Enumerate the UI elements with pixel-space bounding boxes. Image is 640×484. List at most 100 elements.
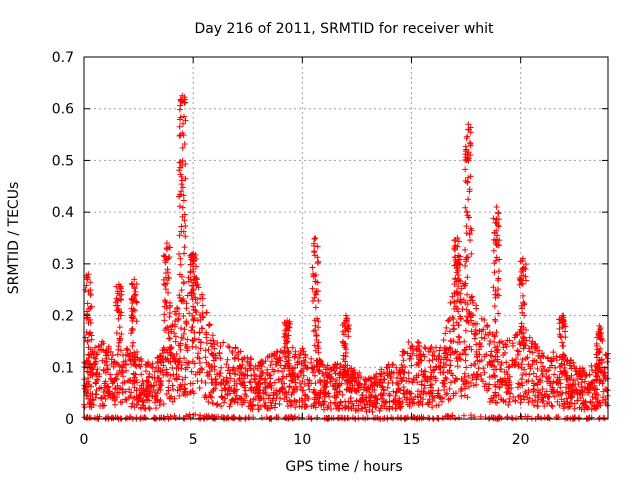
data-point bbox=[198, 291, 205, 298]
data-point bbox=[440, 337, 447, 344]
data-point bbox=[224, 356, 231, 363]
data-point bbox=[168, 328, 175, 335]
data-point bbox=[436, 347, 443, 354]
data-point bbox=[552, 364, 559, 371]
data-point bbox=[491, 303, 498, 310]
data-point bbox=[309, 298, 316, 305]
data-point bbox=[161, 317, 168, 324]
data-point bbox=[128, 327, 135, 334]
data-point bbox=[129, 325, 136, 332]
data-point bbox=[466, 139, 473, 146]
data-point bbox=[311, 372, 318, 379]
data-point bbox=[475, 365, 482, 372]
data-point bbox=[490, 247, 497, 254]
data-point bbox=[177, 261, 184, 268]
y-tick-label: 0.2 bbox=[52, 309, 74, 325]
data-point bbox=[189, 343, 196, 350]
data-point bbox=[522, 355, 529, 362]
data-point bbox=[247, 379, 254, 386]
data-point bbox=[487, 338, 494, 345]
data-point bbox=[400, 384, 407, 391]
data-point bbox=[468, 250, 475, 257]
y-tick-label: 0.3 bbox=[52, 257, 74, 273]
data-point bbox=[250, 366, 257, 373]
data-point bbox=[314, 259, 321, 266]
data-point bbox=[454, 297, 461, 304]
data-point bbox=[478, 334, 485, 341]
data-point bbox=[472, 326, 479, 333]
data-point bbox=[538, 415, 545, 422]
data-point bbox=[221, 385, 228, 392]
data-point bbox=[415, 340, 422, 347]
data-point bbox=[202, 354, 209, 361]
data-point bbox=[188, 368, 195, 375]
chart-title: Day 216 of 2011, SRMTID for receiver whi… bbox=[194, 21, 494, 37]
data-point bbox=[286, 383, 293, 390]
data-point bbox=[589, 393, 596, 400]
data-point bbox=[136, 385, 143, 392]
data-point bbox=[526, 371, 533, 378]
data-point bbox=[133, 414, 140, 421]
data-point bbox=[163, 390, 170, 397]
data-point bbox=[167, 344, 174, 351]
data-point bbox=[386, 392, 393, 399]
data-point bbox=[568, 394, 575, 401]
data-point bbox=[426, 415, 433, 422]
x-tick-label: 15 bbox=[403, 432, 421, 448]
data-point bbox=[170, 371, 177, 378]
data-point bbox=[562, 328, 569, 335]
data-point bbox=[456, 334, 463, 341]
data-point bbox=[129, 400, 136, 407]
data-point bbox=[343, 312, 349, 319]
data-point bbox=[498, 359, 505, 366]
data-point bbox=[519, 371, 526, 378]
data-point bbox=[482, 380, 489, 387]
data-point bbox=[217, 370, 224, 377]
data-point bbox=[175, 316, 182, 323]
data-point bbox=[492, 316, 499, 323]
data-point bbox=[112, 401, 119, 408]
data-point bbox=[336, 364, 343, 371]
data-point bbox=[180, 113, 187, 120]
y-tick-label: 0.5 bbox=[52, 153, 74, 169]
data-point bbox=[495, 268, 502, 275]
data-point bbox=[298, 384, 305, 391]
data-point bbox=[462, 262, 469, 269]
data-point bbox=[289, 344, 296, 351]
data-point bbox=[178, 181, 185, 188]
x-tick-label: 10 bbox=[293, 432, 311, 448]
data-point bbox=[179, 204, 186, 211]
data-point bbox=[551, 393, 558, 400]
data-point bbox=[601, 415, 608, 422]
data-point bbox=[101, 402, 108, 409]
data-point bbox=[381, 376, 388, 383]
data-point bbox=[492, 389, 499, 396]
data-point bbox=[177, 255, 184, 262]
data-point bbox=[292, 404, 299, 411]
data-point bbox=[180, 197, 187, 204]
data-point bbox=[139, 378, 146, 385]
data-point bbox=[232, 345, 239, 352]
data-point bbox=[209, 332, 216, 339]
data-point bbox=[223, 374, 230, 381]
data-point bbox=[312, 235, 319, 241]
data-point bbox=[183, 305, 190, 312]
y-axis-label: SRMTID / TECUs bbox=[6, 182, 22, 295]
data-point bbox=[254, 365, 261, 372]
data-point bbox=[462, 357, 469, 364]
data-point bbox=[309, 264, 316, 271]
x-axis-label: GPS time / hours bbox=[285, 459, 402, 475]
data-point bbox=[427, 364, 434, 371]
x-tick-label: 0 bbox=[80, 432, 89, 448]
data-point bbox=[508, 385, 515, 392]
data-point bbox=[218, 364, 225, 371]
data-point bbox=[509, 415, 516, 422]
data-point bbox=[276, 401, 283, 408]
data-point bbox=[187, 269, 194, 276]
data-point bbox=[386, 398, 393, 405]
data-point bbox=[550, 349, 557, 356]
data-point bbox=[305, 395, 312, 402]
data-point bbox=[225, 343, 232, 350]
data-point bbox=[434, 415, 441, 422]
